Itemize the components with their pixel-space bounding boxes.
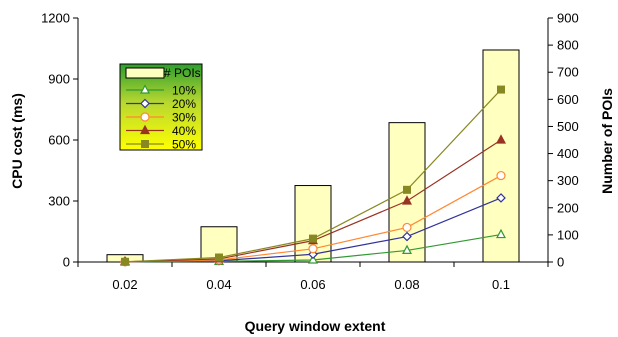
series-point xyxy=(308,254,318,264)
x-tick-label: 0.1 xyxy=(492,277,510,292)
series-point xyxy=(402,222,412,233)
x-tick-label: 0.06 xyxy=(300,277,325,292)
legend: # POIs 10%20%30%40%50% xyxy=(119,63,203,152)
series-point xyxy=(496,170,506,181)
series-point xyxy=(496,228,506,239)
y-left-tick-label: 300 xyxy=(48,194,70,209)
legend-label: 50% xyxy=(172,138,196,152)
x-tick-label: 0.02 xyxy=(112,277,137,292)
legend-label: 20% xyxy=(172,97,196,111)
y-right-tick-label: 400 xyxy=(557,146,579,161)
x-axis-title: Query window extent xyxy=(245,318,386,334)
legend-marker xyxy=(140,124,150,135)
x-tick-label: 0.08 xyxy=(394,277,419,292)
y-right-tick-label: 800 xyxy=(557,38,579,53)
series-point xyxy=(121,257,129,266)
legend-marker xyxy=(140,84,150,94)
y-right-tick-label: 500 xyxy=(557,119,579,134)
series-point xyxy=(496,193,506,203)
legend-label: 10% xyxy=(172,84,196,98)
series-layer xyxy=(120,85,506,267)
series-point xyxy=(402,231,412,242)
series-point xyxy=(309,234,317,243)
y-right-tick-label: 0 xyxy=(557,255,564,270)
y-left-tick-label: 600 xyxy=(48,133,70,148)
series-point xyxy=(497,85,505,94)
series-point xyxy=(403,185,411,194)
legend-label: # POIs xyxy=(164,66,201,80)
legend-label: 30% xyxy=(172,111,196,125)
legend-marker xyxy=(141,140,149,148)
legend-marker xyxy=(140,112,150,122)
y-left-tick-label: 900 xyxy=(48,72,70,87)
series-point xyxy=(308,244,318,254)
y-right-tick-label: 600 xyxy=(557,92,579,107)
y-right-tick-label: 100 xyxy=(557,227,579,242)
y-axis-left-title: CPU cost (ms) xyxy=(9,93,25,189)
y-axis-right-title: Number of POIs xyxy=(599,88,615,194)
series-point xyxy=(402,195,412,205)
y-left-tick-label: 0 xyxy=(63,255,70,270)
series-point xyxy=(215,253,223,262)
axes-layer: 0 300 600 900 1200 0 100 200 300 400 500 600 700 800 9… xyxy=(41,11,579,293)
series-point xyxy=(402,244,412,255)
y-right-tick-label: 200 xyxy=(557,200,579,215)
legend-marker xyxy=(140,98,150,109)
series-50pct xyxy=(121,85,505,266)
x-tick-label: 0.04 xyxy=(206,277,231,292)
y-right-tick-label: 700 xyxy=(557,65,579,80)
legend-bar-swatch xyxy=(125,67,165,79)
y-left-tick-label: 1200 xyxy=(41,11,70,26)
legend-label: 40% xyxy=(172,124,196,138)
series-point xyxy=(496,134,506,144)
y-right-tick-label: 300 xyxy=(557,173,579,188)
y-right-tick-label: 900 xyxy=(557,11,579,26)
bar-0.1 xyxy=(482,49,520,263)
